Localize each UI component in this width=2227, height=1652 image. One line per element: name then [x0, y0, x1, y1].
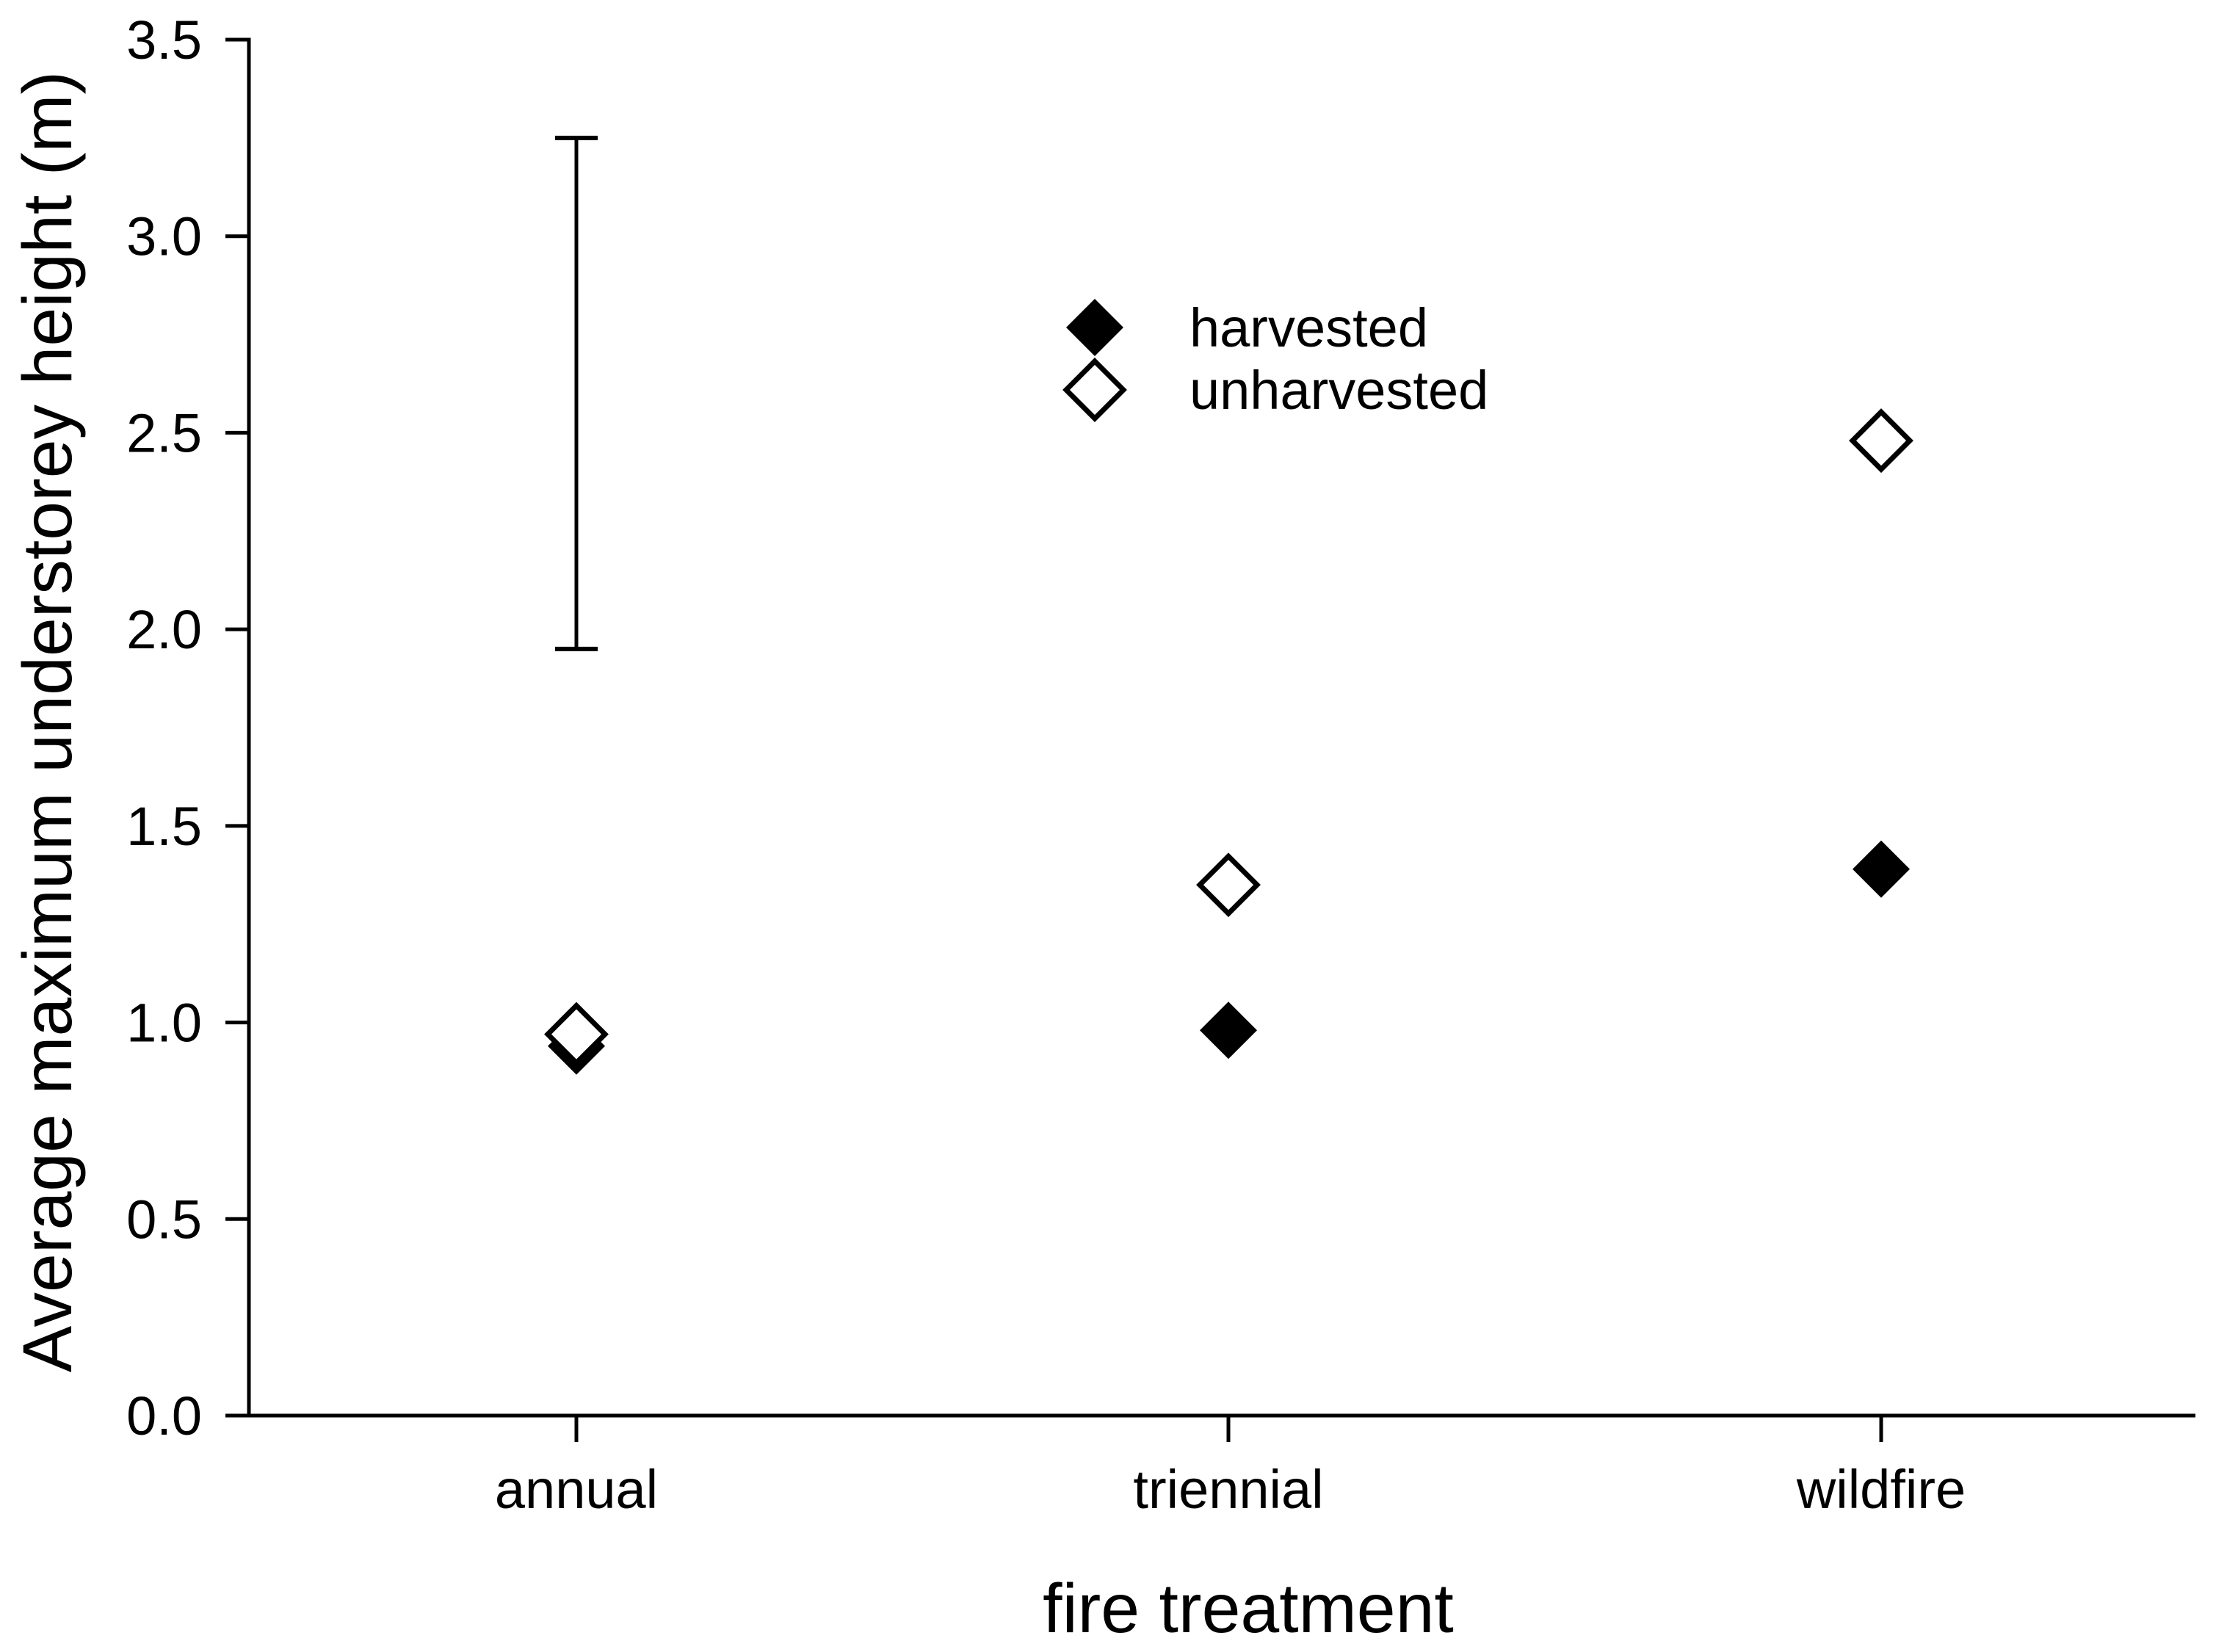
- y-tick-label: 1.5: [126, 796, 202, 857]
- marker-harvested-triennial: [1200, 1001, 1257, 1059]
- y-axis-title: Average maximum understorey height (m): [9, 71, 87, 1372]
- x-tick-label-wildfire: wildfire: [1796, 1459, 1966, 1520]
- legend-harvested-diamond-icon: [1066, 299, 1123, 356]
- y-tick-label: 0.0: [126, 1385, 202, 1446]
- x-tick-label-triennial: triennial: [1133, 1459, 1323, 1520]
- x-tick-label-annual: annual: [495, 1459, 658, 1520]
- y-tick-label: 2.5: [126, 402, 202, 463]
- y-tick-label: 0.5: [126, 1189, 202, 1250]
- marker-unharvested-triennial: [1196, 852, 1261, 918]
- legend-label-unharvested: unharvested: [1189, 360, 1488, 421]
- marker-harvested-wildfire: [1853, 840, 1910, 898]
- plot-area: 0.0 0.5 1.0 1.5 2.0 2.5 3.0 3.5 annual triennial w…: [126, 10, 2195, 1520]
- y-tick-label: 2.0: [126, 599, 202, 660]
- y-tick-label: 1.0: [126, 993, 202, 1054]
- legend: harvested unharvested: [1062, 297, 1488, 422]
- x-axis-title: fire treatment: [1043, 1570, 1454, 1648]
- marker-unharvested-wildfire: [1849, 408, 1913, 474]
- marker-unharvested-annual: [544, 1001, 609, 1067]
- y-tick-label: 3.5: [126, 10, 202, 70]
- legend-unharvested-diamond-icon: [1062, 358, 1127, 422]
- y-tick-label: 3.0: [126, 206, 202, 267]
- legend-label-harvested: harvested: [1189, 297, 1428, 358]
